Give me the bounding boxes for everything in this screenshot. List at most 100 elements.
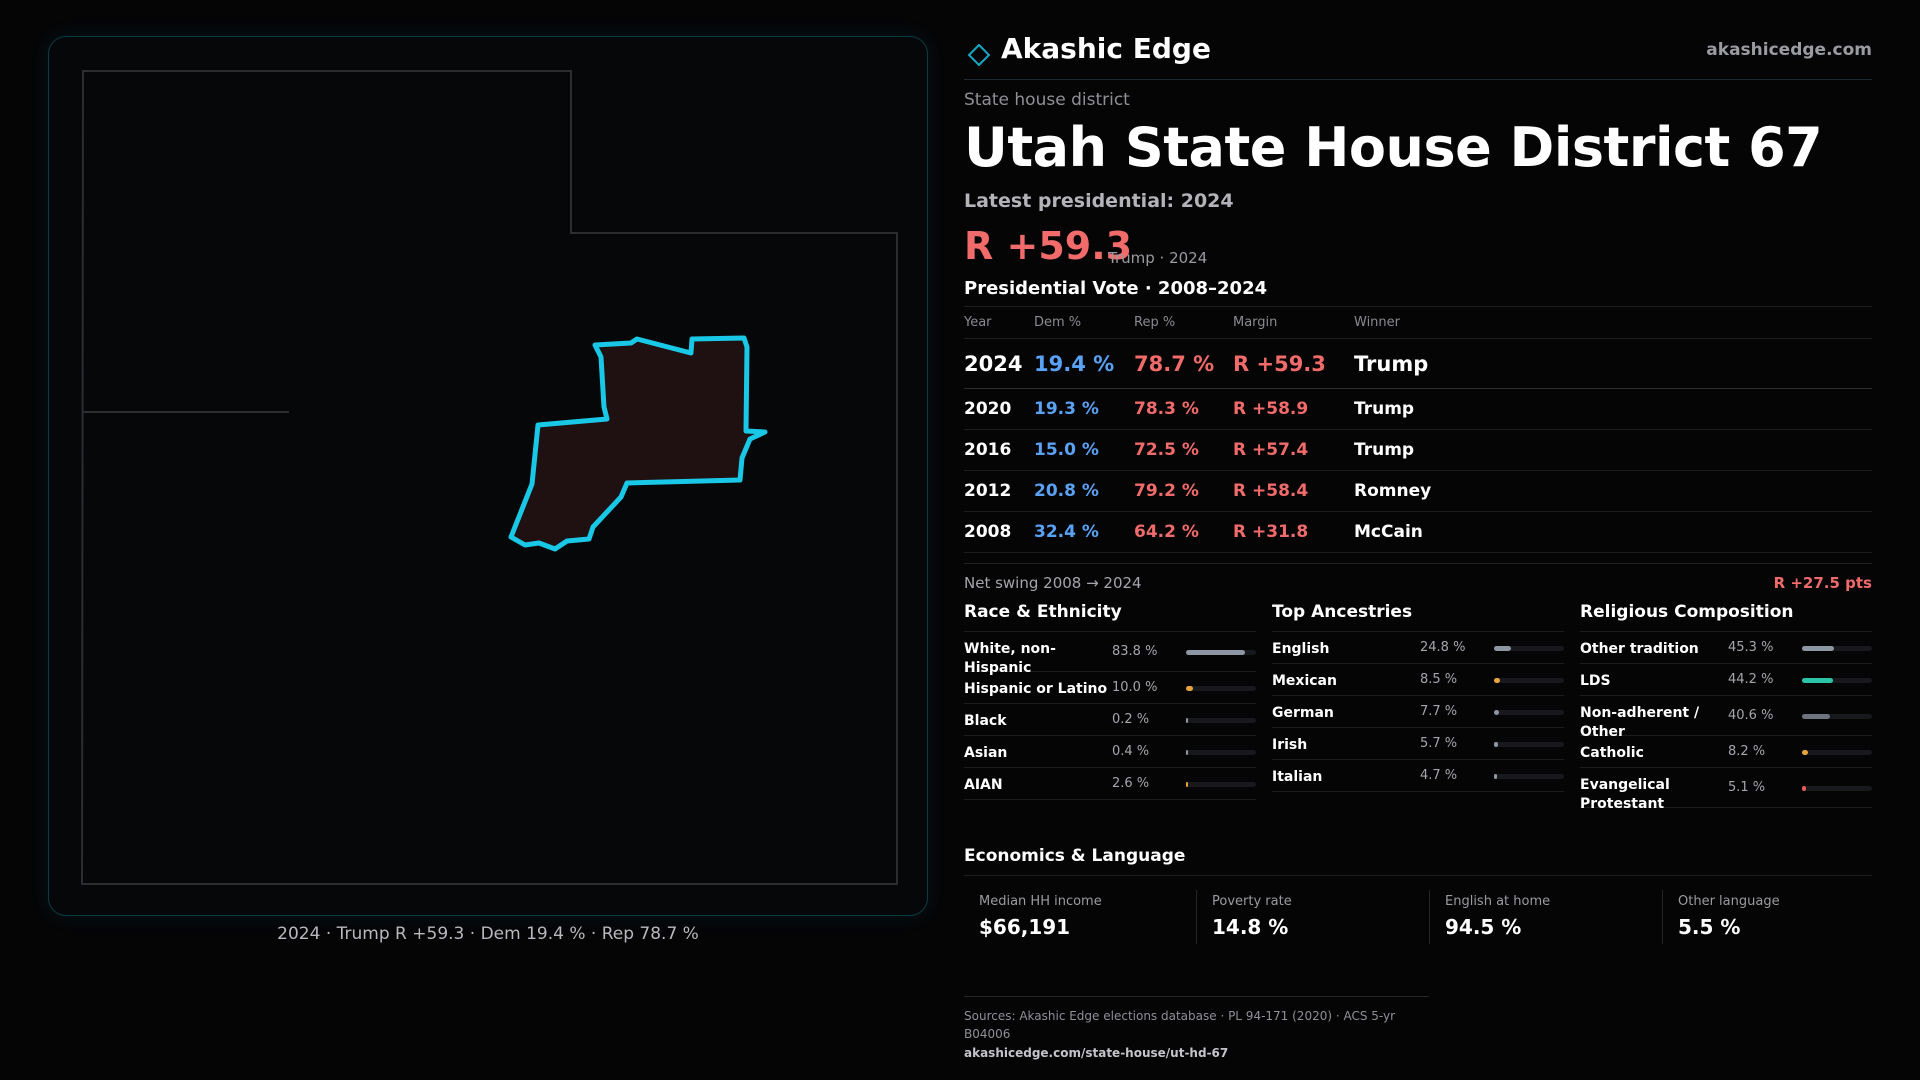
row-year: 2016 [964, 440, 1012, 460]
economics-stat: Poverty rate 14.8 % [1196, 890, 1426, 944]
ancestry-label: German [1272, 705, 1334, 721]
ancestry-bar [1494, 774, 1564, 779]
ancestry-bar [1494, 710, 1564, 715]
district-map[interactable] [48, 36, 928, 916]
religion-row: LDS 44.2 % [1580, 664, 1872, 696]
ancestry-bar-fill [1494, 742, 1498, 747]
vote-table-title: Presidential Vote · 2008–2024 [964, 278, 1268, 299]
column-header-dem: Dem % [1034, 315, 1082, 330]
ancestry-row: Mexican 8.5 % [1272, 664, 1564, 696]
economics-stat: Median HH income $66,191 [964, 890, 1194, 944]
religion-bar-fill [1802, 750, 1808, 755]
demographic-label: White, non-Hispanic [964, 641, 1056, 676]
ancestry-row: Irish 5.7 % [1272, 728, 1564, 760]
row-dem-pct: 20.8 % [1034, 481, 1099, 501]
economics-stat-value: 94.5 % [1445, 915, 1522, 939]
religious-composition-title: Religious Composition [1580, 602, 1872, 632]
demographic-bar [1186, 750, 1256, 755]
ancestry-bar [1494, 678, 1564, 683]
brand-header: Akashic Edge akashicedge.com [964, 32, 1872, 80]
economics-stat: Other language 5.5 % [1662, 890, 1872, 944]
table-row: 2020 19.3 % 78.3 % R +58.9 Trump [964, 389, 1872, 430]
demographic-bar [1186, 718, 1256, 723]
net-swing-value: R +27.5 pts [1773, 574, 1872, 592]
religious-composition-section: Religious Composition Other tradition 45… [1580, 602, 1872, 812]
economics-stat-value: $66,191 [979, 915, 1071, 939]
religion-bar [1802, 786, 1872, 791]
demographic-row: Asian 0.4 % [964, 736, 1256, 768]
column-header-winner: Winner [1354, 315, 1401, 330]
row-rep-pct: 64.2 % [1134, 522, 1199, 542]
demographic-row: White, non-Hispanic 83.8 % [964, 632, 1256, 676]
ancestry-bar-fill [1494, 646, 1512, 651]
economics-stat-label: Poverty rate [1212, 894, 1292, 909]
row-dem-pct: 15.0 % [1034, 440, 1099, 460]
top-ancestries-section: Top Ancestries English 24.8 % Mexican 8.… [1272, 602, 1564, 792]
ancestry-value: 24.8 % [1420, 640, 1466, 655]
state-outline [80, 70, 898, 885]
ancestry-bar-fill [1494, 774, 1498, 779]
ancestry-label: Italian [1272, 769, 1323, 785]
row-winner: Trump [1354, 440, 1415, 460]
table-header-row: Year Dem % Rep % Margin Winner [964, 307, 1872, 339]
demographic-value: 2.6 % [1112, 776, 1150, 791]
demographic-label: AIAN [964, 777, 1003, 793]
ancestry-row: German 7.7 % [1272, 696, 1564, 728]
brand-name: Akashic Edge [1001, 32, 1211, 65]
row-margin: R +31.8 [1233, 522, 1309, 542]
ancestry-value: 7.7 % [1420, 704, 1458, 719]
top-ancestries-title: Top Ancestries [1272, 602, 1564, 632]
sources-footer: Sources: Akashic Edge elections database… [964, 996, 1429, 1063]
religion-label: LDS [1580, 673, 1611, 689]
race-ethnicity-section: Race & Ethnicity White, non-Hispanic 83.… [964, 602, 1256, 800]
religion-value: 44.2 % [1728, 672, 1774, 687]
economics-title: Economics & Language [964, 846, 1872, 876]
demographic-label: Hispanic or Latino [964, 681, 1108, 697]
row-rep-pct: 78.3 % [1134, 399, 1199, 419]
row-rep-pct: 72.5 % [1134, 440, 1199, 460]
religion-bar-fill [1802, 646, 1834, 651]
demographic-label: Black [964, 713, 1007, 729]
column-header-year: Year [964, 315, 992, 330]
demographic-label: Asian [964, 745, 1008, 761]
ancestry-bar-fill [1494, 710, 1500, 715]
ancestry-label: Irish [1272, 737, 1308, 753]
row-winner: Trump [1354, 352, 1429, 376]
demographic-bar-fill [1186, 750, 1188, 755]
economics-stat: English at home 94.5 % [1429, 890, 1659, 944]
ancestry-row: Italian 4.7 % [1272, 760, 1564, 792]
map-svg [80, 70, 898, 885]
sources-url-link[interactable]: akashicedge.com/state-house/ut-hd-67 [964, 1046, 1229, 1060]
district-highlight[interactable] [508, 335, 768, 552]
table-row: 2024 19.4 % 78.7 % R +59.3 Trump [964, 339, 1872, 389]
religion-bar [1802, 646, 1872, 651]
demographic-row: Black 0.2 % [964, 704, 1256, 736]
demographic-bar [1186, 782, 1256, 787]
diamond-logo-icon [968, 44, 990, 66]
demographic-row: Hispanic or Latino 10.0 % [964, 672, 1256, 704]
column-header-margin: Margin [1233, 315, 1278, 330]
row-year: 2020 [964, 399, 1012, 419]
demographic-value: 0.2 % [1112, 712, 1150, 727]
sources-text: Sources: Akashic Edge elections database… [964, 1009, 1396, 1041]
row-winner: McCain [1354, 522, 1423, 542]
page-title: Utah State House District 67 [964, 116, 1823, 179]
ancestry-label: Mexican [1272, 673, 1337, 689]
ancestry-value: 8.5 % [1420, 672, 1458, 687]
economics-grid: Median HH income $66,191 Poverty rate 14… [964, 890, 1872, 944]
religion-value: 5.1 % [1728, 780, 1766, 795]
table-row: 2012 20.8 % 79.2 % R +58.4 Romney [964, 471, 1872, 512]
column-header-rep: Rep % [1134, 315, 1176, 330]
ancestry-label: English [1272, 641, 1330, 657]
religion-bar-fill [1802, 714, 1831, 719]
economics-stat-label: Median HH income [979, 894, 1102, 909]
brand-url-link[interactable]: akashicedge.com [1706, 40, 1872, 60]
religion-label: Other tradition [1580, 641, 1699, 657]
religion-value: 40.6 % [1728, 708, 1774, 723]
demographic-bar [1186, 650, 1256, 655]
demographic-value: 0.4 % [1112, 744, 1150, 759]
religion-value: 8.2 % [1728, 744, 1766, 759]
row-margin: R +59.3 [1233, 352, 1326, 376]
district-type: State house district [964, 90, 1130, 110]
